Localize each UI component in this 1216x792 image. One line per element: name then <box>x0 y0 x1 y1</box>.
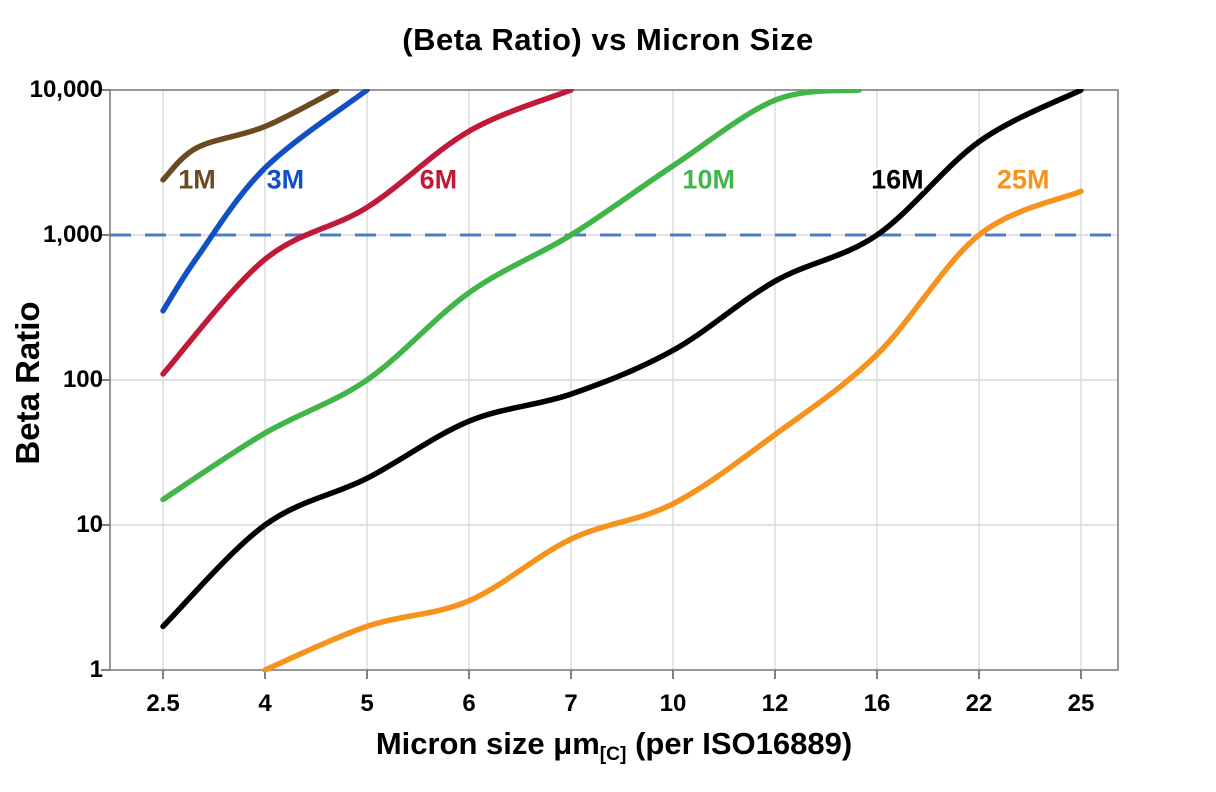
x-axis-title: Micron size μm[C] (per ISO16889) <box>110 726 1118 766</box>
x-axis-title-text: Micron size μm <box>375 726 600 761</box>
series-label-25M: 25M <box>996 164 1050 195</box>
x-tick-label: 25 <box>1067 690 1095 717</box>
x-tick-label: 4 <box>258 690 272 717</box>
series-label-3M: 3M <box>266 164 305 195</box>
y-tick-label: 10,000 <box>29 76 103 103</box>
x-axis-title-subscript: [C] <box>599 744 627 766</box>
y-tick-label: 10 <box>76 511 103 538</box>
x-tick-label: 22 <box>965 690 993 717</box>
x-tick-label: 6 <box>462 690 476 717</box>
plot-border <box>109 89 1119 671</box>
series-label-6M: 6M <box>419 164 458 195</box>
series-curve-1M <box>160 89 340 183</box>
series-curve-10M <box>160 89 862 503</box>
x-tick-label: 16 <box>863 690 891 717</box>
y-tick-label: 1 <box>89 656 103 683</box>
series-label-1M: 1M <box>178 164 216 195</box>
x-axis-title-suffix: (per ISO16889) <box>626 726 853 761</box>
series-label-10M: 10M <box>682 164 735 195</box>
series-curve-25M <box>262 188 1084 672</box>
series-curve-16M <box>160 89 1084 630</box>
x-tick-label: 7 <box>564 690 578 717</box>
series-curve-6M <box>160 89 574 377</box>
y-tick-label: 1,000 <box>42 221 103 248</box>
series-label-16M: 16M <box>871 164 924 195</box>
chart-title: (Beta Ratio) vs Micron Size <box>402 22 814 57</box>
x-tick-label: 10 <box>659 690 687 717</box>
x-tick-label: 12 <box>761 690 789 717</box>
series-curve-3M <box>160 89 370 314</box>
y-tick-label: 100 <box>62 366 103 393</box>
x-tick-label: 5 <box>360 690 374 717</box>
x-tick-label: 2.5 <box>146 690 180 717</box>
